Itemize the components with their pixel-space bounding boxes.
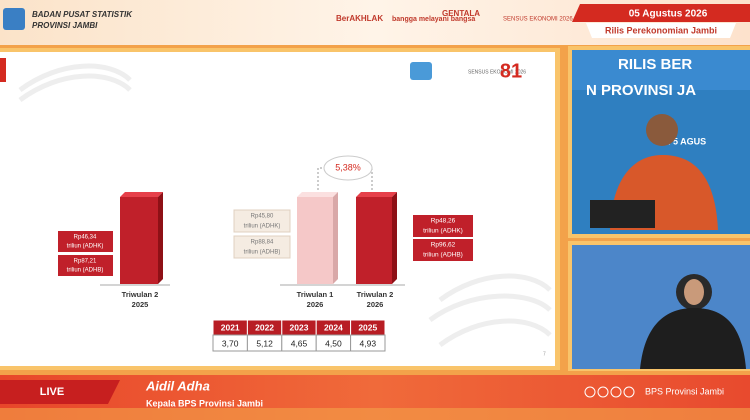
live-badge (0, 380, 120, 404)
org-province: PROVINSI JAMBI (32, 21, 98, 30)
bar-side (333, 192, 338, 284)
table-header: 2025 (358, 322, 377, 332)
page-number: 7 (543, 351, 546, 357)
table-value: 4,93 (360, 338, 377, 348)
bar-top (120, 192, 163, 197)
live: LIVE (40, 386, 64, 398)
period-year: 2025 (132, 300, 149, 309)
social-handle: BPS Provinsi Jambi (645, 386, 724, 396)
logo-text: bangga melayani bangsa (392, 16, 475, 23)
growth-table: 2021 3,70 2022 5,12 2023 4,65 2024 4,50 2025 4,93 (212, 319, 386, 352)
interpreter-body (640, 308, 746, 369)
value: Rp48,26 (431, 218, 456, 225)
table-value: 3,70 (222, 338, 239, 348)
value-box (413, 239, 473, 261)
bar (297, 197, 333, 284)
speaker-head (646, 114, 678, 146)
table-header: 2022 (255, 322, 274, 332)
growth: 5,38% (335, 162, 361, 172)
period-label: Triwulan 2 (357, 290, 394, 299)
interpreter-face (684, 279, 704, 305)
table-value: 4,50 (325, 338, 342, 348)
bar-top (297, 192, 338, 197)
social-icon (623, 386, 635, 398)
unit: triliun (ADHB) (244, 250, 281, 256)
bar-side (392, 192, 397, 284)
banner-text: RILIS BER (618, 56, 692, 73)
table-header: 2024 (324, 322, 343, 332)
value: Rp46,34 (74, 235, 97, 241)
bar (120, 197, 158, 284)
growth-bubble (323, 155, 373, 181)
period-label: Triwulan 2 (122, 290, 159, 299)
speaker-name: Aidil Adha (145, 378, 210, 393)
laptop (590, 200, 655, 228)
period-year: 2026 (307, 300, 324, 309)
bar-top (356, 192, 397, 197)
value-box (58, 231, 113, 252)
table-value: 5,12 (256, 338, 273, 348)
table-header: 2023 (290, 322, 309, 332)
banner-text: I 5 AGUS (668, 136, 706, 146)
date: 05 Agustus 2026 (629, 9, 708, 20)
bottom-strip (0, 408, 750, 420)
backdrop (572, 50, 750, 90)
table-value: 4,65 (291, 338, 308, 348)
logo-text: BerAKHLAK (336, 14, 383, 23)
anniversary: 81 (500, 60, 522, 82)
value-box (413, 215, 473, 237)
value-box (233, 209, 291, 233)
value: Rp87,21 (74, 259, 97, 265)
event-badge (586, 23, 736, 38)
event: Rilis Perekonomian Jambi (605, 25, 717, 35)
bar-group (120, 192, 397, 284)
period-year: 2026 (367, 300, 384, 309)
speaker-role: Kepala BPS Provinsi Jambi (146, 398, 263, 408)
social-icon (584, 386, 596, 398)
social-icon (610, 386, 622, 398)
value: Rp45,80 (251, 214, 274, 220)
unit: triliun (ADHB) (423, 252, 463, 259)
value: Rp88,84 (251, 240, 274, 246)
value: Rp96,62 (431, 242, 456, 249)
bps-logo (410, 62, 432, 80)
table-cell (350, 334, 386, 352)
social-icon (597, 386, 609, 398)
logo-text: GENTALA (442, 9, 480, 18)
decoration (18, 63, 552, 348)
date-badge (572, 4, 750, 22)
bar-side (158, 192, 163, 284)
bps-logo (3, 8, 25, 30)
org-name: BADAN PUSAT STATISTIK (32, 10, 133, 19)
period-label: Triwulan 1 (297, 290, 334, 299)
unit: triliun (ADHB) (67, 268, 104, 274)
bar (356, 197, 392, 284)
logo-text: SENSUS EKONOMI 2026 (503, 17, 573, 23)
logo-text: SENSUS EKONOMI 2026 (468, 69, 526, 75)
table-header: 2021 (221, 322, 240, 332)
slide-accent (0, 58, 6, 82)
unit: triliun (ADHK) (423, 228, 463, 235)
banner-text: N PROVINSI JA (586, 82, 696, 99)
unit: triliun (ADHK) (244, 224, 281, 230)
value-box (233, 235, 291, 259)
unit: triliun (ADHK) (67, 244, 104, 250)
slide (0, 52, 555, 366)
value-box (58, 255, 113, 276)
